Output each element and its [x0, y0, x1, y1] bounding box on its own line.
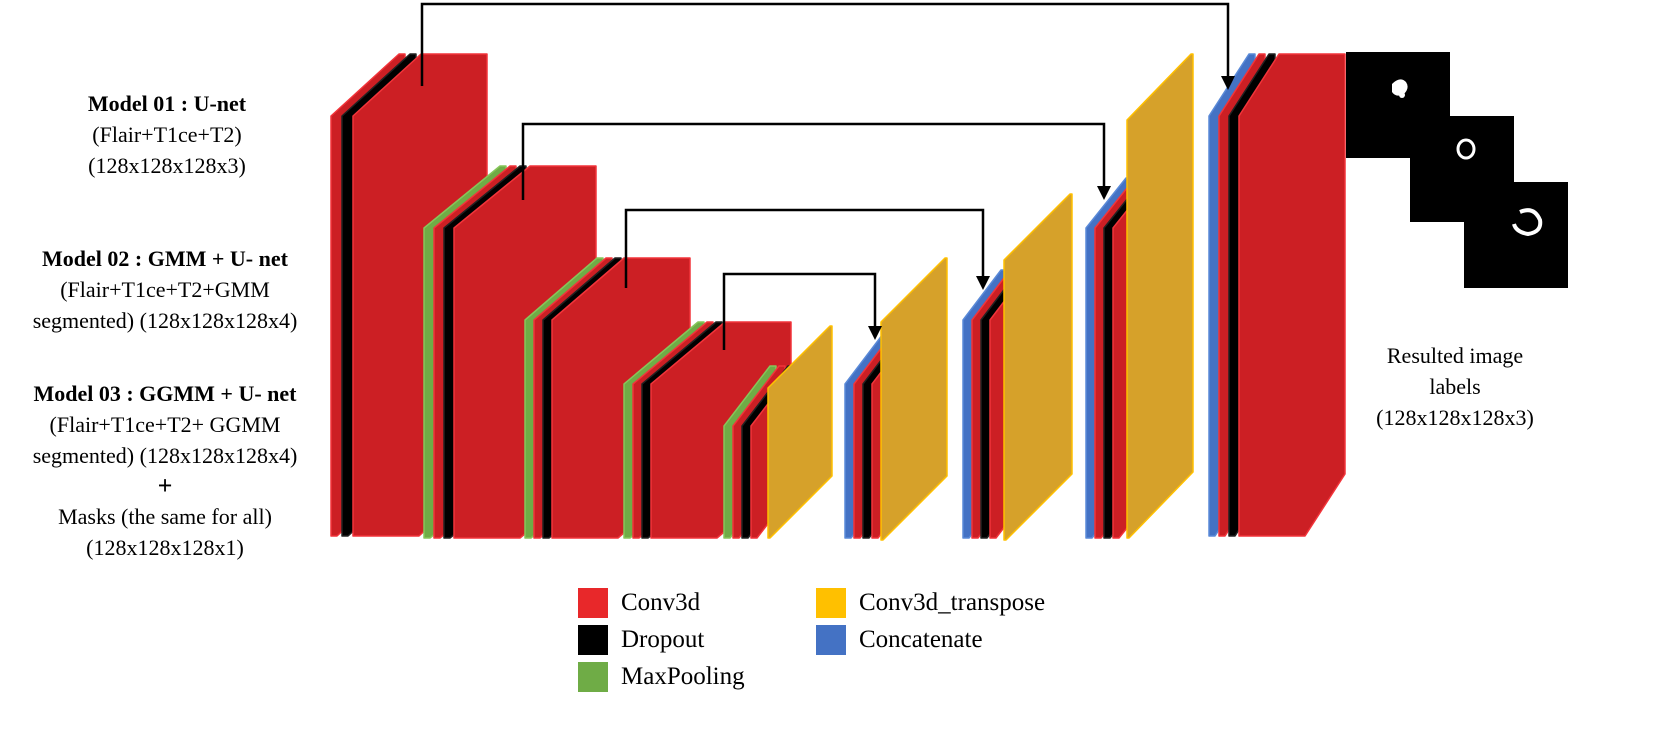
model-01-shape: (128x128x128x3) — [88, 153, 246, 178]
model-02-title: Model 02 : GMM + U- net — [42, 246, 288, 271]
result-mask-blob-1 — [1392, 79, 1408, 96]
legend-swatch-maxpooling — [578, 662, 608, 692]
model-03-title: Model 03 : GGMM + U- net — [33, 381, 297, 406]
result-mask-ring-2 — [1456, 138, 1476, 160]
skip-connection-arrowhead-4 — [868, 326, 882, 340]
stack-9-layer-4-conv3d — [1238, 53, 1346, 537]
legend-label-maxpooling: MaxPooling — [621, 663, 745, 690]
legend-label-conv3d: Conv3d — [621, 589, 701, 616]
legend-label-concatenate: Concatenate — [859, 626, 983, 653]
model-03-inputs: (Flair+T1ce+T2+ GGMM — [49, 412, 281, 437]
legend-item-dropout: Dropout — [578, 625, 704, 655]
legend-item-conv3d-transpose: Conv3d_transpose — [816, 588, 1045, 618]
model-02-inputs: (Flair+T1ce+T2+GMM — [60, 277, 270, 302]
legend-label-dropout: Dropout — [621, 626, 705, 653]
skip-connection-arrowhead-2 — [1097, 186, 1111, 200]
skip-connection-line-1 — [420, 2, 1230, 86]
transpose-slab-1 — [767, 325, 833, 539]
legend-swatch-dropout — [578, 625, 608, 655]
masks-shape: (128x128x128x1) — [86, 535, 244, 560]
skip-connection-arrowhead-1 — [1221, 76, 1235, 90]
model-03-description: Model 03 : GGMM + U- net (Flair+T1ce+T2+… — [0, 378, 330, 563]
result-caption-line-2: labels — [1429, 374, 1481, 399]
legend-item-conv3d: Conv3d — [578, 588, 700, 618]
result-caption: Resulted image labels (128x128x128x3) — [1360, 340, 1550, 433]
model-01-title: Model 01 : U-net — [87, 91, 247, 116]
legend-swatch-conv3d-transpose — [816, 588, 846, 618]
transpose-slab-4 — [1126, 53, 1194, 539]
result-caption-shape: (128x128x128x3) — [1376, 405, 1534, 430]
result-label-tile-3 — [1464, 182, 1568, 288]
legend-swatch-concatenate — [816, 625, 846, 655]
skip-connection-arrowhead-3 — [976, 276, 990, 290]
result-caption-line-1: Resulted image — [1386, 343, 1524, 368]
skip-connection-line-3 — [624, 208, 985, 288]
masks-label: Masks (the same for all) — [58, 504, 272, 529]
plus-sign: + — [157, 471, 173, 500]
model-01-inputs: (Flair+T1ce+T2) — [92, 122, 242, 147]
legend-label-conv3d-transpose: Conv3d_transpose — [859, 589, 1046, 616]
transpose-slab-2 — [880, 257, 948, 541]
model-02-shape: segmented) (128x128x128x4) — [32, 308, 298, 333]
model-02-description: Model 02 : GMM + U- net (Flair+T1ce+T2+G… — [0, 243, 330, 336]
result-mask-shape-3 — [1512, 208, 1543, 237]
legend-swatch-conv3d — [578, 588, 608, 618]
transpose-slab-3 — [1003, 193, 1073, 541]
legend-item-concatenate: Concatenate — [816, 625, 983, 655]
model-03-shape: segmented) (128x128x128x4) — [32, 443, 298, 468]
model-01-description: Model 01 : U-net (Flair+T1ce+T2) (128x12… — [0, 88, 334, 181]
legend-item-maxpooling: MaxPooling — [578, 662, 745, 692]
result-mask-dot-1 — [1399, 92, 1405, 98]
skip-connection-line-2 — [521, 122, 1106, 200]
skip-connection-line-4 — [722, 272, 877, 350]
